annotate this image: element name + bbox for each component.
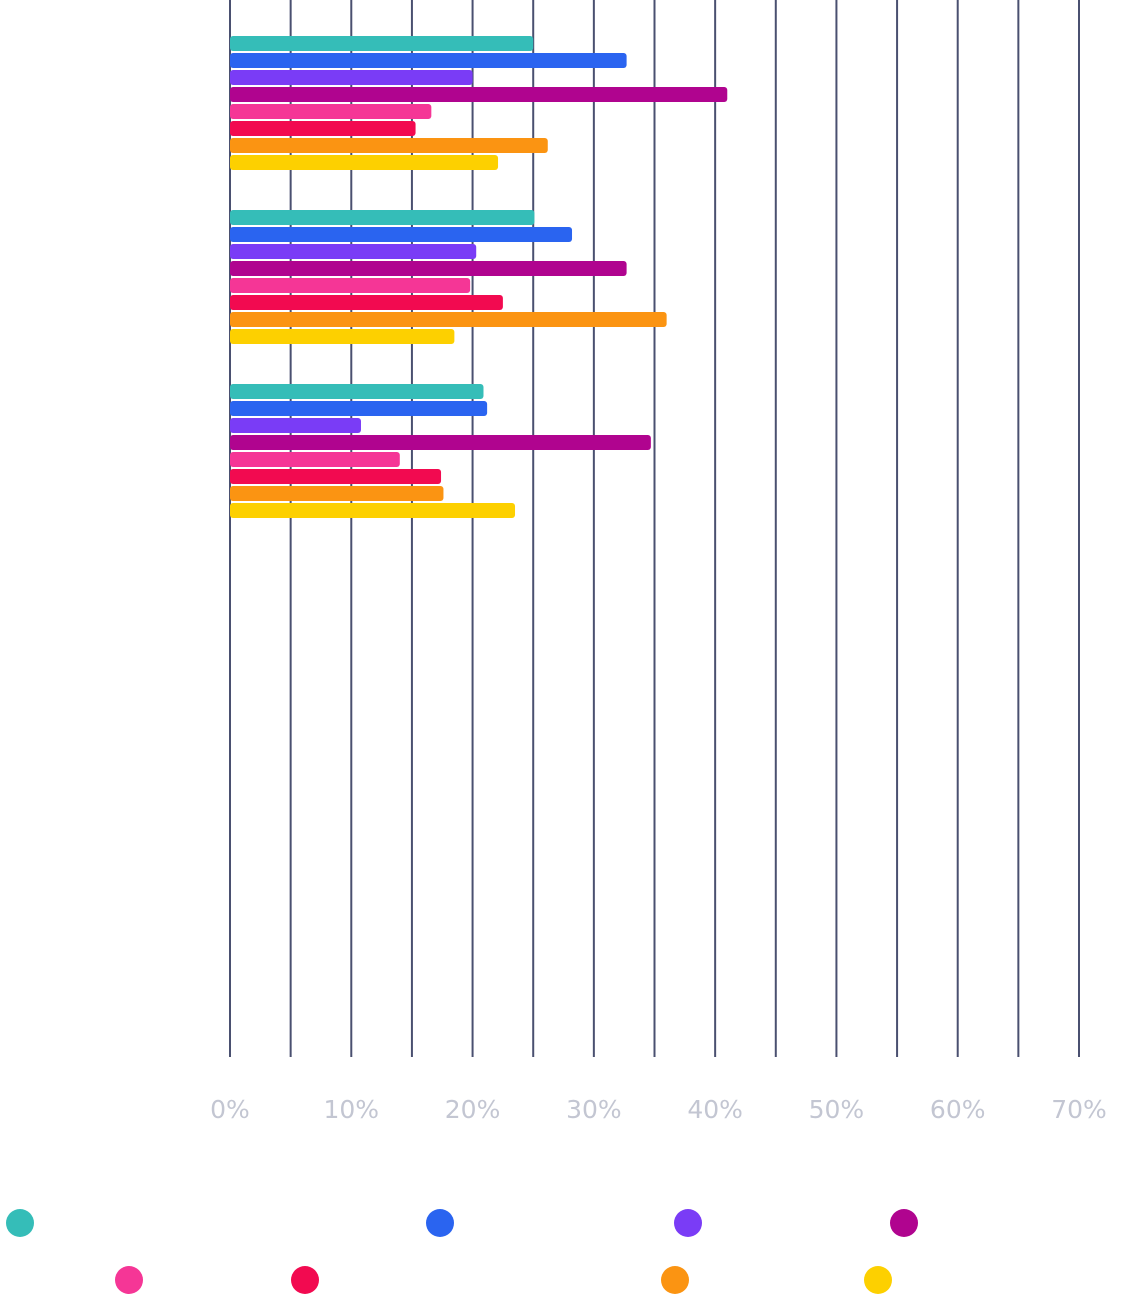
legend-marker — [6, 1209, 34, 1237]
legend-marker — [674, 1209, 702, 1237]
bar — [230, 36, 534, 51]
bar — [230, 401, 488, 416]
legend-marker — [115, 1266, 143, 1294]
legend-marker — [426, 1209, 454, 1237]
bar — [230, 384, 484, 399]
x-tick-label: 70% — [1051, 1095, 1107, 1124]
bar — [230, 87, 728, 102]
legend-marker — [291, 1266, 319, 1294]
legend-marker — [661, 1266, 689, 1294]
bar — [230, 295, 503, 310]
bar — [230, 261, 627, 276]
x-tick-label: 20% — [445, 1095, 501, 1124]
bar — [230, 329, 455, 344]
bar — [230, 503, 516, 518]
x-tick-label: 30% — [566, 1095, 622, 1124]
bar — [230, 210, 535, 225]
bar — [230, 469, 442, 484]
bar — [230, 121, 416, 136]
bar — [230, 418, 361, 433]
x-tick-label: 50% — [809, 1095, 865, 1124]
bar — [230, 104, 432, 119]
bar — [230, 155, 499, 170]
bar — [230, 486, 444, 501]
bar — [230, 244, 477, 259]
bar — [230, 278, 471, 293]
bar — [230, 138, 548, 153]
bar — [230, 452, 400, 467]
x-tick-label: 40% — [687, 1095, 743, 1124]
bar — [230, 312, 667, 327]
x-tick-label: 10% — [323, 1095, 379, 1124]
x-tick-label: 60% — [930, 1095, 986, 1124]
x-tick-label: 0% — [210, 1095, 250, 1124]
bar — [230, 70, 473, 85]
bar — [230, 53, 627, 68]
legend-marker — [890, 1209, 918, 1237]
bar — [230, 227, 573, 242]
bar — [230, 435, 651, 450]
legend-marker — [864, 1266, 892, 1294]
